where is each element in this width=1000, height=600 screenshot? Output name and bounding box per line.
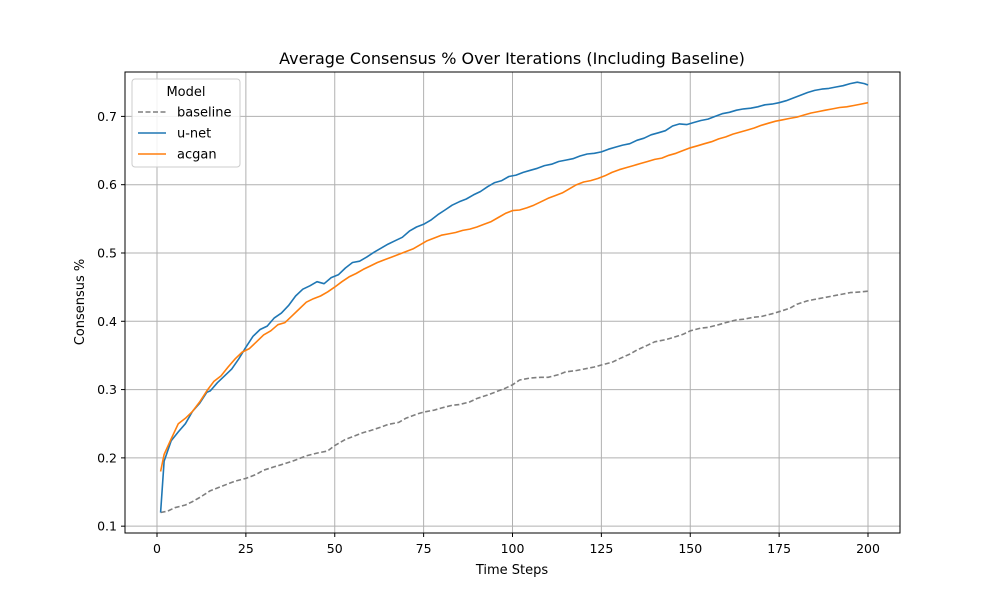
y-tick-label: 0.2 <box>97 450 117 465</box>
legend-label-baseline: baseline <box>177 106 231 121</box>
legend-label-u-net: u-net <box>177 127 211 142</box>
series-line-baseline <box>160 290 869 514</box>
axis-ticks: 0 25 50 75 100 125 150 175 200 0.1 0.2 0.3 0.4 0.5 0.6… <box>97 109 880 556</box>
x-tick-label: 75 <box>416 541 432 556</box>
x-tick-label: 150 <box>678 541 702 556</box>
legend-title: Model <box>166 85 205 100</box>
y-tick-label: 0.1 <box>97 519 117 534</box>
y-tick-label: 0.3 <box>97 382 117 397</box>
x-tick-label: 50 <box>327 541 343 556</box>
legend-box <box>131 78 241 168</box>
x-tick-label: 200 <box>856 541 880 556</box>
series-line-acgan <box>159 101 869 472</box>
y-tick-label: 0.5 <box>97 245 117 260</box>
x-axis-label: Time Steps <box>475 563 549 578</box>
y-axis-label: Consensus % <box>73 259 88 346</box>
y-tick-label: 0.7 <box>97 109 117 124</box>
y-tick-label: 0.6 <box>97 177 117 192</box>
x-tick-label: 175 <box>767 541 791 556</box>
x-tick-label: 0 <box>153 541 161 556</box>
x-tick-label: 125 <box>589 541 613 556</box>
chart-title: Average Consensus % Over Iterations (Inc… <box>279 49 745 68</box>
legend: Model baseline u-net acgan <box>131 78 241 168</box>
x-tick-label: 25 <box>238 541 254 556</box>
legend-label-acgan: acgan <box>177 148 217 163</box>
x-tick-label: 100 <box>501 541 525 556</box>
y-tick-label: 0.4 <box>97 314 117 329</box>
grid <box>125 72 900 533</box>
series-layer <box>159 81 869 514</box>
series-line-u-net <box>159 81 869 513</box>
